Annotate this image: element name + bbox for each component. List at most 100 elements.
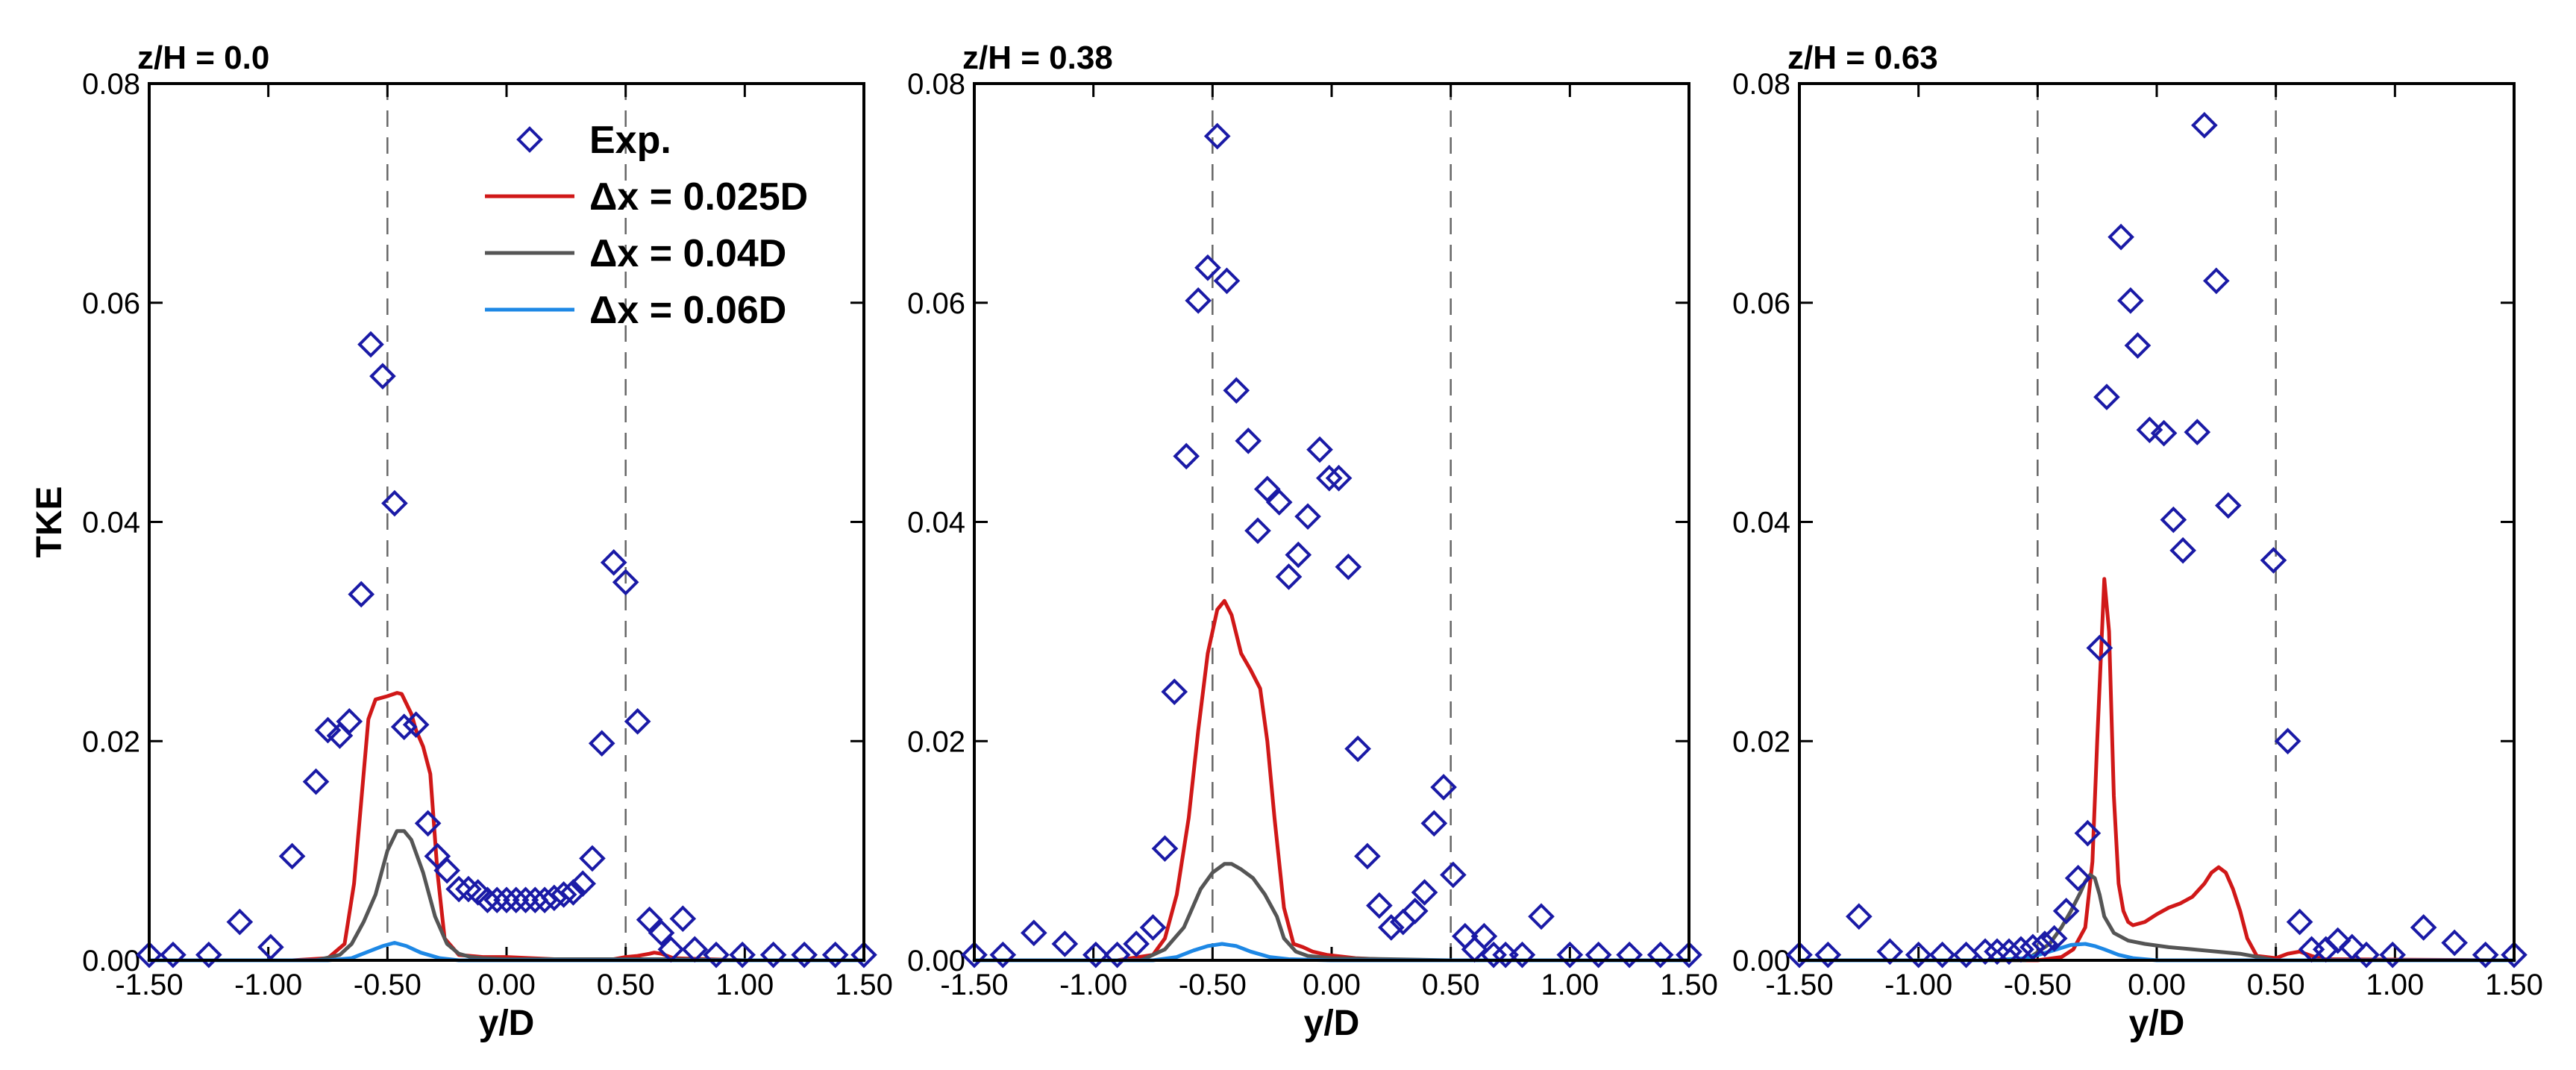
exp-data-point	[1253, 475, 1281, 503]
exp-data-point	[1203, 122, 1231, 150]
x-tick-label: -1.50	[940, 969, 1008, 1001]
exp-data-point	[2052, 898, 2080, 924]
exp-data-point	[961, 941, 988, 969]
x-tick-label: 1.50	[2485, 969, 2543, 1001]
exp-data-point	[2093, 384, 2120, 410]
exp-data-point	[493, 886, 520, 914]
y-tick-label: 0.06	[1732, 287, 1790, 320]
exp-data-point	[1585, 941, 1612, 969]
exp-data-point	[2019, 933, 2046, 961]
exp-data-point	[1325, 464, 1353, 492]
exp-data-point	[1411, 879, 1438, 906]
exp-data-point	[369, 363, 396, 389]
exp-data-point	[1315, 464, 1343, 492]
exp-data-point	[1814, 941, 1842, 969]
exp-data-point	[160, 941, 187, 969]
x-tick-label: -1.50	[1765, 969, 1833, 1001]
exp-data-point	[541, 884, 568, 912]
exp-data-point	[579, 845, 606, 872]
exp-data-point	[2169, 536, 2196, 564]
y-tick-label: 0.04	[82, 507, 140, 539]
legend-label: Δx = 0.04D	[589, 232, 786, 275]
exp-data-point	[1139, 914, 1167, 941]
chart-panel-2: z/H = 0.38 -1.50 -1.00 -0.50 0.00 0.50 1.00 1.5…	[907, 40, 1718, 1043]
exp-data-point	[474, 886, 501, 914]
exp-data-point	[636, 906, 663, 933]
y-tick-label: 0.08	[82, 68, 140, 101]
exp-data-point	[2150, 419, 2178, 447]
chart-panel-3: z/H = 0.63 -1.50 -1.00 -0.50 0.00 0.50 1.00 1.5…	[1732, 40, 2543, 1043]
x-tick-label: -1.00	[1884, 969, 1952, 1001]
exp-data-point	[136, 941, 163, 969]
exp-data-point	[1984, 938, 2011, 966]
exp-data-point	[1440, 861, 1467, 889]
legend-item-coarse: Δx = 0.06D	[485, 289, 786, 332]
x-tick-label: -1.50	[115, 969, 183, 1001]
x-tick-label: 1.00	[1541, 969, 1599, 1001]
exp-data-point	[1161, 678, 1188, 705]
exp-data-point	[381, 489, 408, 517]
exp-data-point	[278, 842, 306, 870]
exp-data-point	[433, 857, 460, 884]
exp-data-point	[2074, 819, 2102, 847]
exp-data-point	[1194, 254, 1221, 281]
legend-item-medium: Δx = 0.04D	[485, 232, 786, 275]
exp-data-point	[2501, 941, 2528, 969]
x-tick-label: 1.50	[835, 969, 893, 1001]
exp-data-point	[1275, 563, 1303, 590]
exp-data-point	[1430, 774, 1457, 801]
exp-data-point	[2379, 941, 2406, 969]
exp-data-point	[1528, 903, 1555, 930]
exp-data-point	[2160, 506, 2187, 534]
x-axis-label: y/D	[1304, 1004, 1360, 1043]
exp-data-point	[2108, 223, 2134, 251]
exp-data-point	[600, 549, 627, 576]
exp-data-point	[550, 881, 577, 908]
exp-data-point	[2324, 927, 2351, 954]
y-axis-label: TKE	[30, 486, 69, 558]
x-tick-label: 0.00	[2128, 969, 2186, 1001]
panel-title: z/H = 0.63	[1787, 40, 1938, 76]
exp-data-point	[1213, 267, 1241, 295]
exp-data-point	[759, 941, 787, 969]
chart-panels: z/H = 0.0 -1.50 -1.00 -0.50 0.00 0.50 1.00 1.50…	[30, 40, 2543, 1043]
exp-data-point	[1876, 938, 1904, 966]
exp-data-point	[560, 879, 587, 906]
exp-data-point	[1265, 489, 1293, 516]
exp-data-point	[2031, 930, 2058, 957]
legend-label: Δx = 0.025D	[589, 175, 808, 219]
exp-data-point	[1972, 938, 1999, 966]
exp-data-point	[1646, 941, 1674, 969]
exp-data-point	[1676, 941, 1702, 969]
x-tick-label: -0.50	[2004, 969, 2072, 1001]
exp-data-point	[1021, 919, 1047, 947]
x-tick-label: 1.00	[715, 969, 774, 1001]
legend-marker-diamond-icon	[516, 126, 543, 153]
exp-data-point	[588, 730, 615, 757]
exp-data-point	[1185, 287, 1212, 314]
exp-data-point	[302, 768, 330, 795]
exp-data-point	[1508, 941, 1536, 969]
exp-data-point	[2472, 941, 2499, 969]
x-axis-label: y/D	[479, 1004, 535, 1043]
exp-data-point	[1294, 503, 1321, 530]
x-tick-label: 1.00	[2366, 969, 2424, 1001]
y-tick-label: 0.06	[82, 287, 140, 320]
exp-data-point	[402, 711, 430, 739]
panel-title: z/H = 0.38	[962, 40, 1113, 76]
exp-data-point	[1051, 930, 1079, 957]
exp-data-point	[1786, 941, 1813, 969]
exp-data-point	[1151, 835, 1179, 863]
exp-data-point	[2260, 547, 2287, 574]
exp-data-point	[1244, 517, 1271, 545]
exp-data-point	[2064, 865, 2092, 892]
exp-data-point	[531, 886, 558, 914]
x-tick-label: 0.00	[1303, 969, 1361, 1001]
exp-data-point	[2214, 492, 2242, 519]
x-tick-label: 0.00	[477, 969, 536, 1001]
panel-title: z/H = 0.0	[137, 40, 269, 76]
y-tick-label: 0.00	[82, 945, 140, 977]
exp-data-point	[314, 716, 342, 744]
exp-data-point	[2203, 267, 2230, 295]
